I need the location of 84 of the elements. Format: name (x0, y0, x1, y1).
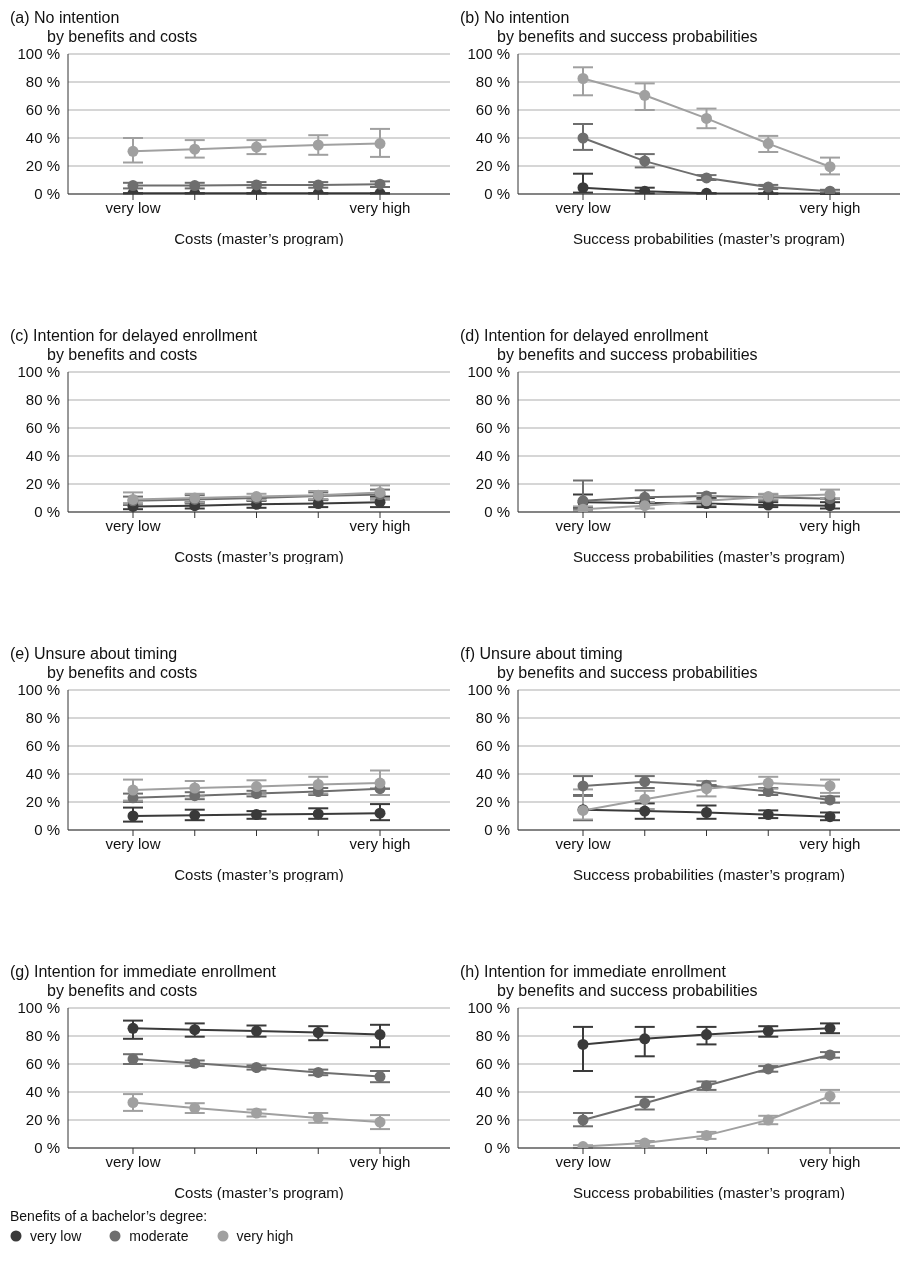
x-tick-label: very high (349, 516, 411, 534)
y-tick-label: 40 % (475, 765, 510, 783)
x-tick-label: very high (349, 834, 411, 852)
legend-label: very high (235, 1228, 294, 1244)
y-tick-label: 0 % (34, 821, 60, 839)
y-tick-label: 20 % (475, 793, 510, 811)
chart-subtitle: by benefits and costs (46, 981, 199, 1000)
y-tick-label: 20 % (25, 475, 60, 493)
y-tick-label: 20 % (475, 475, 510, 493)
chart-subtitle: by benefits and success probabilities (496, 27, 759, 46)
y-tick-label: 100 % (17, 681, 60, 699)
x-tick-label: very low (555, 198, 611, 216)
x-tick-label: very high (799, 1152, 861, 1170)
legend-label: moderate (128, 1228, 189, 1244)
chart-title: (a) No intention (10, 8, 121, 27)
x-tick-label: very low (105, 198, 161, 216)
y-tick-label: 20 % (475, 1111, 510, 1129)
x-tick-label: very high (799, 198, 861, 216)
y-tick-label: 0 % (34, 503, 60, 521)
y-tick-label: 60 % (475, 737, 510, 755)
x-tick-label: very high (799, 834, 861, 852)
x-tick-label: very high (799, 516, 861, 534)
y-tick-label: 100 % (17, 999, 60, 1017)
y-tick-label: 100 % (467, 999, 510, 1017)
y-tick-label: 100 % (467, 363, 510, 381)
y-tick-label: 0 % (34, 185, 60, 203)
y-tick-label: 60 % (475, 1055, 510, 1073)
y-tick-label: 100 % (467, 45, 510, 63)
y-tick-label: 80 % (25, 391, 60, 409)
chart-title: (d) Intention for delayed enrollment (460, 326, 710, 345)
y-tick-label: 40 % (25, 447, 60, 465)
y-tick-label: 40 % (475, 447, 510, 465)
y-tick-label: 0 % (484, 1139, 510, 1157)
y-tick-label: 80 % (25, 709, 60, 727)
x-tick-label: very low (555, 516, 611, 534)
y-tick-label: 80 % (25, 73, 60, 91)
chart-title: (b) No intention (460, 8, 571, 27)
x-tick-label: very low (105, 516, 161, 534)
y-tick-label: 60 % (25, 1055, 60, 1073)
y-tick-label: 80 % (475, 73, 510, 91)
y-tick-label: 40 % (25, 1083, 60, 1101)
x-tick-label: very low (555, 834, 611, 852)
y-tick-label: 100 % (17, 45, 60, 63)
y-tick-label: 60 % (475, 101, 510, 119)
y-tick-label: 40 % (25, 129, 60, 147)
y-tick-label: 20 % (25, 793, 60, 811)
chart-title: (c) Intention for delayed enrollment (10, 326, 259, 345)
x-tick-label: very high (349, 198, 411, 216)
y-tick-label: 20 % (25, 1111, 60, 1129)
chart-subtitle: by benefits and success probabilities (496, 345, 759, 364)
y-tick-label: 60 % (25, 737, 60, 755)
y-tick-label: 0 % (484, 185, 510, 203)
y-tick-label: 100 % (17, 363, 60, 381)
y-tick-label: 80 % (475, 709, 510, 727)
y-tick-label: 0 % (484, 821, 510, 839)
chart-subtitle: by benefits and success probabilities (496, 981, 759, 1000)
y-tick-label: 60 % (25, 419, 60, 437)
y-tick-label: 40 % (475, 129, 510, 147)
x-tick-label: very high (349, 1152, 411, 1170)
y-tick-label: 40 % (25, 765, 60, 783)
chart-title: (g) Intention for immediate enrollment (10, 962, 277, 981)
chart-title: (h) Intention for immediate enrollment (460, 962, 727, 981)
chart-title: (e) Unsure about timing (10, 644, 179, 663)
legend-title: Benefits of a bachelor’s degree: (10, 1208, 209, 1224)
y-tick-label: 100 % (467, 681, 510, 699)
x-tick-label: very low (105, 834, 161, 852)
legend-label: very low (29, 1228, 82, 1244)
y-tick-label: 60 % (475, 419, 510, 437)
chart-subtitle: by benefits and success probabilities (496, 663, 759, 682)
x-tick-label: very low (105, 1152, 161, 1170)
y-tick-label: 0 % (484, 503, 510, 521)
y-tick-label: 40 % (475, 1083, 510, 1101)
x-tick-label: very low (555, 1152, 611, 1170)
chart-title: (f) Unsure about timing (460, 644, 624, 663)
y-tick-label: 20 % (475, 157, 510, 175)
y-tick-label: 80 % (25, 1027, 60, 1045)
y-tick-label: 20 % (25, 157, 60, 175)
y-tick-label: 0 % (34, 1139, 60, 1157)
chart-subtitle: by benefits and costs (46, 27, 199, 46)
y-tick-label: 60 % (25, 101, 60, 119)
y-tick-label: 80 % (475, 1027, 510, 1045)
chart-subtitle: by benefits and costs (46, 663, 199, 682)
chart-subtitle: by benefits and costs (46, 345, 199, 364)
y-tick-label: 80 % (475, 391, 510, 409)
